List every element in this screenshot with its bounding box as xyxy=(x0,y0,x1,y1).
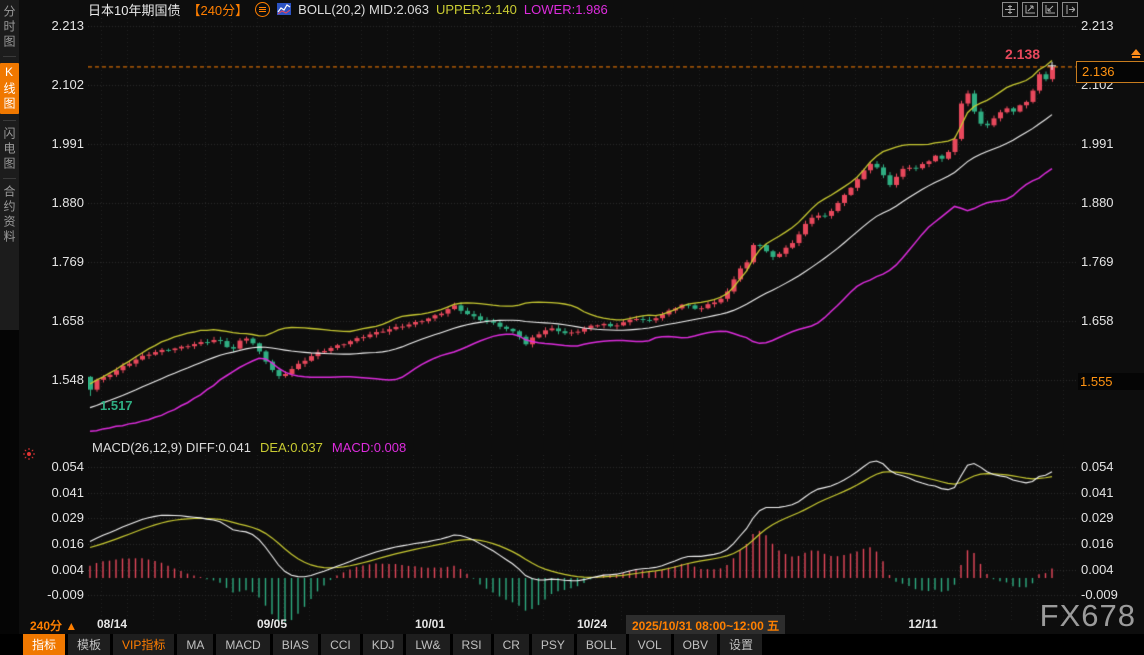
price-axis-left-label: 1.991 xyxy=(51,136,84,151)
period-tag[interactable]: 【240分】 xyxy=(187,2,249,18)
time-axis-label: 08/14 xyxy=(96,617,128,631)
time-axis-label: 10/01 xyxy=(414,617,446,631)
exit-chart-icon[interactable] xyxy=(1062,2,1078,17)
mini-chart-icon[interactable] xyxy=(277,3,292,15)
macd-axis-right-label: 0.041 xyxy=(1081,485,1114,500)
toolbar-button-CCI[interactable]: CCI xyxy=(321,634,360,655)
boll-lower-readout: LOWER:1.986 xyxy=(523,1,608,17)
toolbar-button-VIP指标[interactable]: VIP指标 xyxy=(113,634,175,655)
instrument-title: 日本10年期国债 xyxy=(88,2,181,18)
toolbar-button-PSY[interactable]: PSY xyxy=(531,634,574,655)
current-price-tag: 2.136 xyxy=(1076,61,1144,83)
toolbar-button-MACD[interactable]: MACD xyxy=(216,634,270,655)
macd-axis-right-label: 0.054 xyxy=(1081,459,1114,474)
fx678-watermark: FX678 xyxy=(1039,598,1136,633)
macd-axis-right-label: 0.016 xyxy=(1081,536,1114,551)
macd-axis-left-label: 0.054 xyxy=(51,459,84,474)
price-axis-left-label: 2.213 xyxy=(51,18,84,33)
zoom-in-axes-icon[interactable] xyxy=(1022,2,1038,17)
boll-upper-readout: UPPER:2.140 xyxy=(435,1,517,17)
time-axis-label: 10/24 xyxy=(576,617,608,631)
price-axis-right-label: 1.658 xyxy=(1081,313,1114,328)
toolbar-button-BOLL[interactable]: BOLL xyxy=(576,634,626,655)
macd-hist-readout: MACD:0.008 xyxy=(331,440,407,455)
price-axis-left-label: 1.769 xyxy=(51,254,84,269)
macd-axis-right-label: 0.029 xyxy=(1081,510,1114,525)
macd-plot[interactable] xyxy=(88,455,1076,622)
price-axis-left-label: 1.880 xyxy=(51,195,84,210)
sidebar-divider xyxy=(3,178,16,179)
left-sidebar-lower xyxy=(0,330,19,655)
toolbar-button-设置[interactable]: 设置 xyxy=(719,634,762,655)
macd-axis-left-label: 0.041 xyxy=(51,485,84,500)
macd-axis-left-label: 0.016 xyxy=(51,536,84,551)
price-axis-right-label: 1.769 xyxy=(1081,254,1114,269)
time-axis-label: 09/05 xyxy=(256,617,288,631)
sidebar-divider xyxy=(3,56,16,57)
period-selector[interactable]: 240分 ▲ xyxy=(30,619,78,633)
sidebar-divider xyxy=(3,120,16,121)
chart-header: 日本10年期国债 【240分】 BOLL(20,2) MID:2.063 UPP… xyxy=(88,1,608,18)
sidebar-item-3[interactable]: 闪电图 xyxy=(2,127,16,172)
macd-axis-left-label: -0.009 xyxy=(47,587,84,602)
pan-crosshair-icon[interactable] xyxy=(1002,2,1018,17)
price-axis-right-label: 1.991 xyxy=(1081,136,1114,151)
sidebar-item-1[interactable]: 分时图 xyxy=(2,5,16,50)
toolbar-button-BIAS[interactable]: BIAS xyxy=(272,634,319,655)
toolbar-button-指标[interactable]: 指标 xyxy=(23,634,66,655)
sidebar-item-4[interactable]: 合约资料 xyxy=(2,185,16,245)
toolbar-button-LW&[interactable]: LW& xyxy=(406,634,450,655)
macd-axis-left-label: 0.029 xyxy=(51,510,84,525)
sidebar-item-2[interactable]: K线图 xyxy=(0,63,19,114)
price-axis-left-label: 2.102 xyxy=(51,77,84,92)
macd-name-readout: MACD(26,12,9) DIFF:0.041 xyxy=(92,440,251,455)
candlestick-plot[interactable] xyxy=(88,18,1076,438)
boll-mid-readout: BOLL(20,2) MID:2.063 xyxy=(298,1,429,17)
current-bar-timestamp: 2025/10/31 08:00~12:00 五 xyxy=(626,615,786,636)
toolbar-button-VOL[interactable]: VOL xyxy=(628,634,671,655)
price-axis-left-label: 1.658 xyxy=(51,313,84,328)
toolbar-button-MA[interactable]: MA xyxy=(177,634,214,655)
macd-dea-readout: DEA:0.037 xyxy=(259,440,323,455)
toolbar-button-CR[interactable]: CR xyxy=(493,634,529,655)
chart-tool-icons xyxy=(1002,2,1078,17)
toolbar-button-模板[interactable]: 模板 xyxy=(68,634,111,655)
left-sidebar: 分时图 K线图闪电图合约资料 xyxy=(0,0,19,330)
macd-axis-left-label: 0.004 xyxy=(51,562,84,577)
price-axis-left-label: 1.548 xyxy=(51,372,84,387)
low-price-annotation: 1.517 xyxy=(100,398,133,413)
macd-axis-right-label: 0.004 xyxy=(1081,562,1114,577)
price-axis-right-label: 2.213 xyxy=(1081,18,1114,33)
indicator-toolbar: 指标 模板 VIP指标 MA MACD BIAS CCI KDJ LW& RSI CR PSY BOLL… xyxy=(0,634,1144,655)
indicator-settings-icon[interactable] xyxy=(23,448,35,460)
price-arrow-icon xyxy=(1131,49,1141,58)
time-axis-label: 12/11 xyxy=(908,617,938,631)
zoom-out-axes-icon[interactable] xyxy=(1042,2,1058,17)
circled-menu-icon[interactable] xyxy=(255,1,271,17)
toolbar-button-RSI[interactable]: RSI xyxy=(452,634,491,655)
reference-price-tag: 1.555 xyxy=(1078,373,1144,390)
toolbar-button-OBV[interactable]: OBV xyxy=(673,634,717,655)
macd-header: MACD(26,12,9) DIFF:0.041 DEA:0.037 MACD:… xyxy=(92,440,406,455)
high-price-annotation: 2.138 xyxy=(1005,46,1041,62)
toolbar-button-KDJ[interactable]: KDJ xyxy=(362,634,404,655)
price-axis-right-label: 1.880 xyxy=(1081,195,1114,210)
macd-axis-right-label: -0.009 xyxy=(1081,587,1118,602)
